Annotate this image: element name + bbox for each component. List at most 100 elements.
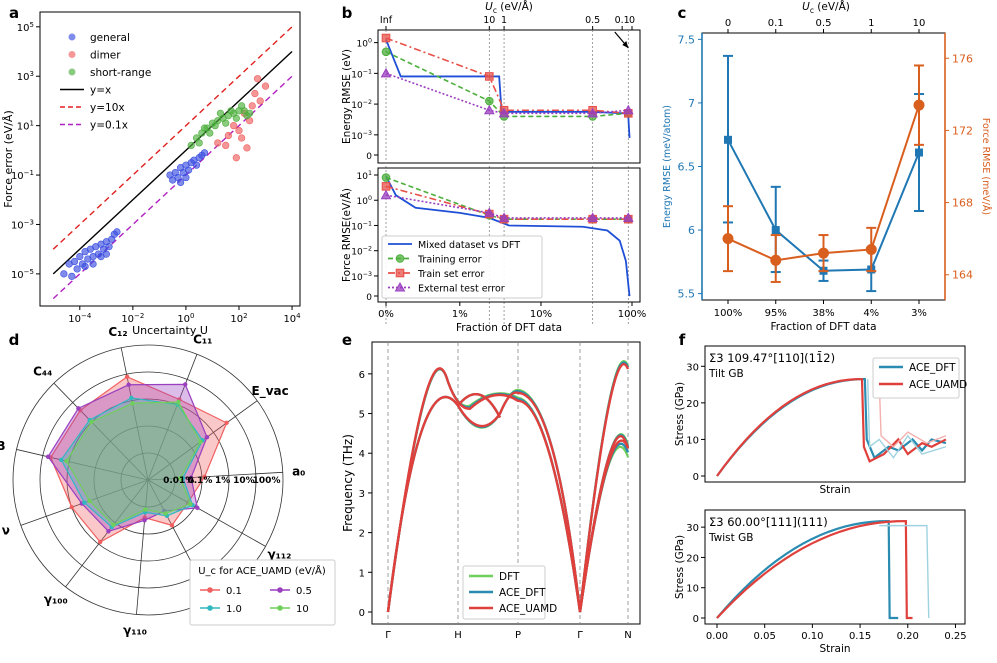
y-tick-label: 103	[17, 70, 34, 83]
legend-label: ACE_UAMD	[499, 603, 557, 615]
curve-ace-uamd	[716, 519, 913, 620]
panel-d: dC₁₂C₁₁E_vaca₀γ₁₁₂γ₁₁₁γ₁₁₀γ₁₀₀νBC₄₄0.01%…	[0, 325, 336, 637]
radar-point	[69, 505, 74, 510]
marker-point	[498, 107, 510, 118]
x-axis-label: Fraction of DFT data	[770, 321, 876, 333]
radar-axis-label: γ₁₁₀	[123, 623, 147, 637]
x-tick-label: Γ	[577, 630, 583, 641]
ring-label: 0.1%	[187, 476, 212, 486]
radar-area-10	[65, 401, 202, 526]
curve-faint	[879, 524, 930, 619]
x-axis-label: Uncertainty U	[132, 324, 208, 337]
x-tick-label: 3%	[911, 308, 927, 319]
point-dimer	[256, 97, 264, 105]
legend-marker	[68, 33, 76, 41]
radar-axis-label: γ₁₀₀	[44, 593, 68, 607]
radar-point	[129, 395, 134, 401]
y-tick-label: 20	[686, 553, 699, 564]
series-line	[385, 51, 629, 118]
marker-point	[485, 96, 494, 106]
legend-box	[189, 559, 336, 626]
y-tick-label: 10−5	[11, 268, 34, 281]
y-axis-label: Stress (GPa)	[674, 535, 686, 599]
point-short-range	[211, 122, 219, 130]
legend-label: DFT	[499, 571, 520, 583]
y-tick-label: 10−1	[351, 68, 372, 80]
point-short-range	[222, 119, 230, 127]
legend-marker	[207, 587, 213, 593]
radar-axis-label: C₁₂	[108, 325, 127, 339]
legend-marker	[68, 68, 76, 76]
marker-point	[587, 212, 598, 222]
radar-spoke	[16, 449, 149, 481]
point-dimer	[230, 122, 238, 130]
point-general	[177, 178, 185, 187]
x-tick-label: 100%	[618, 309, 647, 320]
legend-title: U_c for ACE_UAMD (eV/Å)	[198, 564, 326, 577]
axes-frame-top	[377, 29, 641, 164]
y-tick-label-right: 176	[952, 52, 973, 65]
marker-point	[381, 182, 391, 191]
y-tick-label: 20	[686, 399, 699, 410]
legend-label: y=10x	[90, 102, 125, 114]
top-tick-label: 0.1	[768, 18, 784, 29]
x-axis-label: Fraction of DFT data	[456, 322, 562, 334]
point-short-range	[238, 102, 246, 110]
legend-marker	[207, 605, 213, 611]
radar-ring	[120, 452, 176, 508]
dispersion-band	[578, 442, 630, 613]
radar-point	[204, 434, 210, 440]
marker-point	[380, 189, 392, 200]
y-tick-label: 30	[686, 362, 699, 373]
point-short-range	[232, 114, 240, 122]
axes-frame-bottom	[377, 167, 641, 303]
y-tick-label-right: 168	[952, 197, 973, 210]
point-general	[184, 166, 193, 174]
annotation-subtitle: Tilt GB	[708, 368, 744, 380]
y-tick-label: 0	[359, 608, 365, 619]
radar-point	[64, 458, 69, 464]
radar-point	[169, 523, 175, 528]
marker-point	[380, 67, 392, 78]
y-tick-label: 4	[359, 449, 365, 460]
annotation-subtitle: Twist GB	[708, 532, 753, 544]
point-dimer	[243, 144, 251, 152]
ring-label: 10%	[233, 476, 255, 486]
marker-point	[381, 33, 391, 43]
point-dimer	[224, 131, 232, 140]
point-short-range	[187, 141, 195, 150]
point-dimer	[222, 141, 230, 150]
panel-label: f	[679, 331, 686, 349]
panel-label: c	[678, 4, 687, 22]
x-axis-label: Strain	[819, 643, 850, 655]
radar-point	[188, 501, 193, 507]
radar-point	[178, 475, 183, 481]
axes-frame	[704, 345, 966, 483]
panel-label: e	[342, 331, 352, 349]
point-short-range	[200, 124, 209, 132]
point-general	[200, 149, 209, 157]
point-general	[105, 243, 113, 251]
x-tick-label: 100%	[714, 308, 743, 319]
x-axis-label: Strain	[819, 484, 850, 496]
radar-point	[224, 420, 229, 426]
radar-axis-label: C₁₁	[193, 332, 212, 346]
y-axis-label: Energy RMSE (eV)	[341, 49, 353, 144]
radar-point	[76, 406, 81, 411]
top-tick-label: 0.5	[585, 15, 600, 26]
top-tick-label: 1	[868, 18, 874, 29]
y-tick-label: 0	[693, 472, 699, 483]
radar-spoke	[53, 382, 149, 481]
radar-point	[188, 475, 194, 480]
point-general	[182, 173, 190, 182]
curve-faint	[878, 379, 947, 448]
ring-label: 1%	[215, 476, 230, 486]
legend-label: ACE_DFT	[499, 587, 546, 599]
radar-axis-label: ν	[2, 524, 10, 538]
legend-box	[462, 565, 546, 620]
top-axis-title: Uc (eV/Å)	[802, 0, 850, 15]
point-general	[89, 260, 97, 268]
y-tick-label: 3	[359, 489, 365, 500]
top-tick-label: 10	[913, 18, 926, 29]
